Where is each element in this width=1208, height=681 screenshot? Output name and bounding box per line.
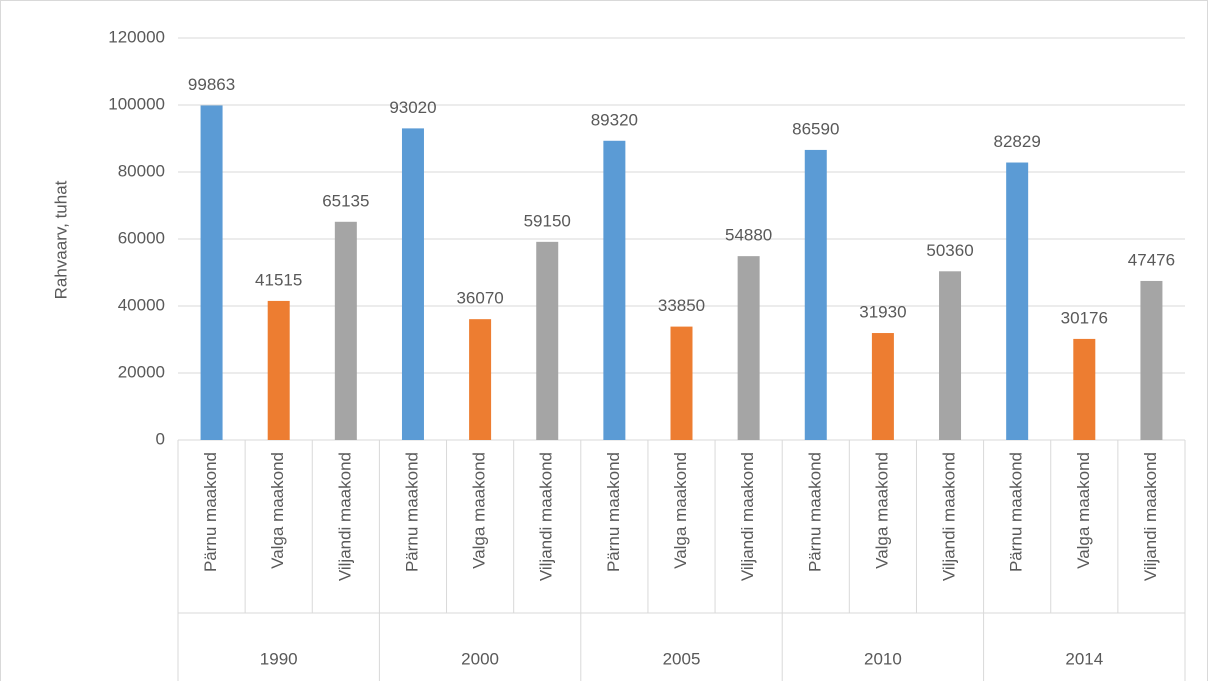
y-tick-label: 120000 — [108, 27, 165, 46]
bar — [603, 140, 626, 440]
bar — [1006, 162, 1029, 441]
x-tick-label: Pärnu maakond — [201, 452, 220, 572]
bar — [401, 128, 424, 440]
data-label: 33850 — [658, 296, 705, 315]
x-tick-label: Pärnu maakond — [1007, 452, 1026, 572]
data-label: 47476 — [1128, 250, 1175, 269]
data-label: 41515 — [255, 270, 302, 289]
data-label: 59150 — [524, 211, 571, 230]
bar — [1140, 280, 1163, 440]
x-tick-label: Valga maakond — [268, 452, 287, 569]
x-group-label: 1990 — [260, 649, 298, 668]
data-label: 86590 — [792, 119, 839, 138]
bar — [536, 241, 559, 440]
y-tick-label: 80000 — [118, 161, 165, 180]
x-tick-label: Valga maakond — [1074, 452, 1093, 569]
data-label: 36070 — [456, 289, 503, 308]
y-tick-label: 40000 — [118, 295, 165, 314]
y-tick-label: 100000 — [108, 94, 165, 113]
y-tick-label: 20000 — [118, 362, 165, 381]
x-tick-label: Pärnu maakond — [805, 452, 824, 572]
x-tick-label: Viljandi maakond — [335, 452, 354, 581]
y-axis-title: Rahvaarv, tuhat — [51, 180, 70, 299]
bar — [334, 221, 357, 440]
data-label: 50360 — [926, 241, 973, 260]
data-label: 54880 — [725, 226, 772, 245]
x-group-label: 2000 — [461, 649, 499, 668]
data-label: 30176 — [1061, 308, 1108, 327]
bar — [939, 271, 962, 440]
bar — [200, 105, 223, 440]
data-label: 89320 — [591, 110, 638, 129]
x-tick-label: Viljandi maakond — [1141, 452, 1160, 581]
bar — [469, 319, 492, 440]
x-group-label: 2010 — [864, 649, 902, 668]
x-tick-label: Valga maakond — [671, 452, 690, 569]
data-label: 99863 — [188, 75, 235, 94]
data-label: 65135 — [322, 191, 369, 210]
bar — [1073, 338, 1096, 440]
bar — [804, 149, 827, 440]
data-label: 82829 — [994, 132, 1041, 151]
y-tick-label: 60000 — [118, 228, 165, 247]
bar — [737, 256, 760, 440]
x-tick-label: Pärnu maakond — [604, 452, 623, 572]
data-label: 93020 — [389, 98, 436, 117]
x-group-label: 2014 — [1065, 649, 1103, 668]
bar — [670, 326, 693, 440]
x-tick-label: Viljandi maakond — [940, 452, 959, 581]
y-tick-label: 0 — [156, 429, 165, 448]
x-tick-label: Pärnu maakond — [402, 452, 421, 572]
x-group-label: 2005 — [663, 649, 701, 668]
x-tick-label: Viljandi maakond — [537, 452, 556, 581]
x-tick-label: Viljandi maakond — [738, 452, 757, 581]
x-tick-label: Valga maakond — [872, 452, 891, 569]
bar — [871, 333, 894, 440]
x-tick-label: Valga maakond — [470, 452, 489, 569]
bar — [267, 300, 290, 440]
data-label: 31930 — [859, 303, 906, 322]
